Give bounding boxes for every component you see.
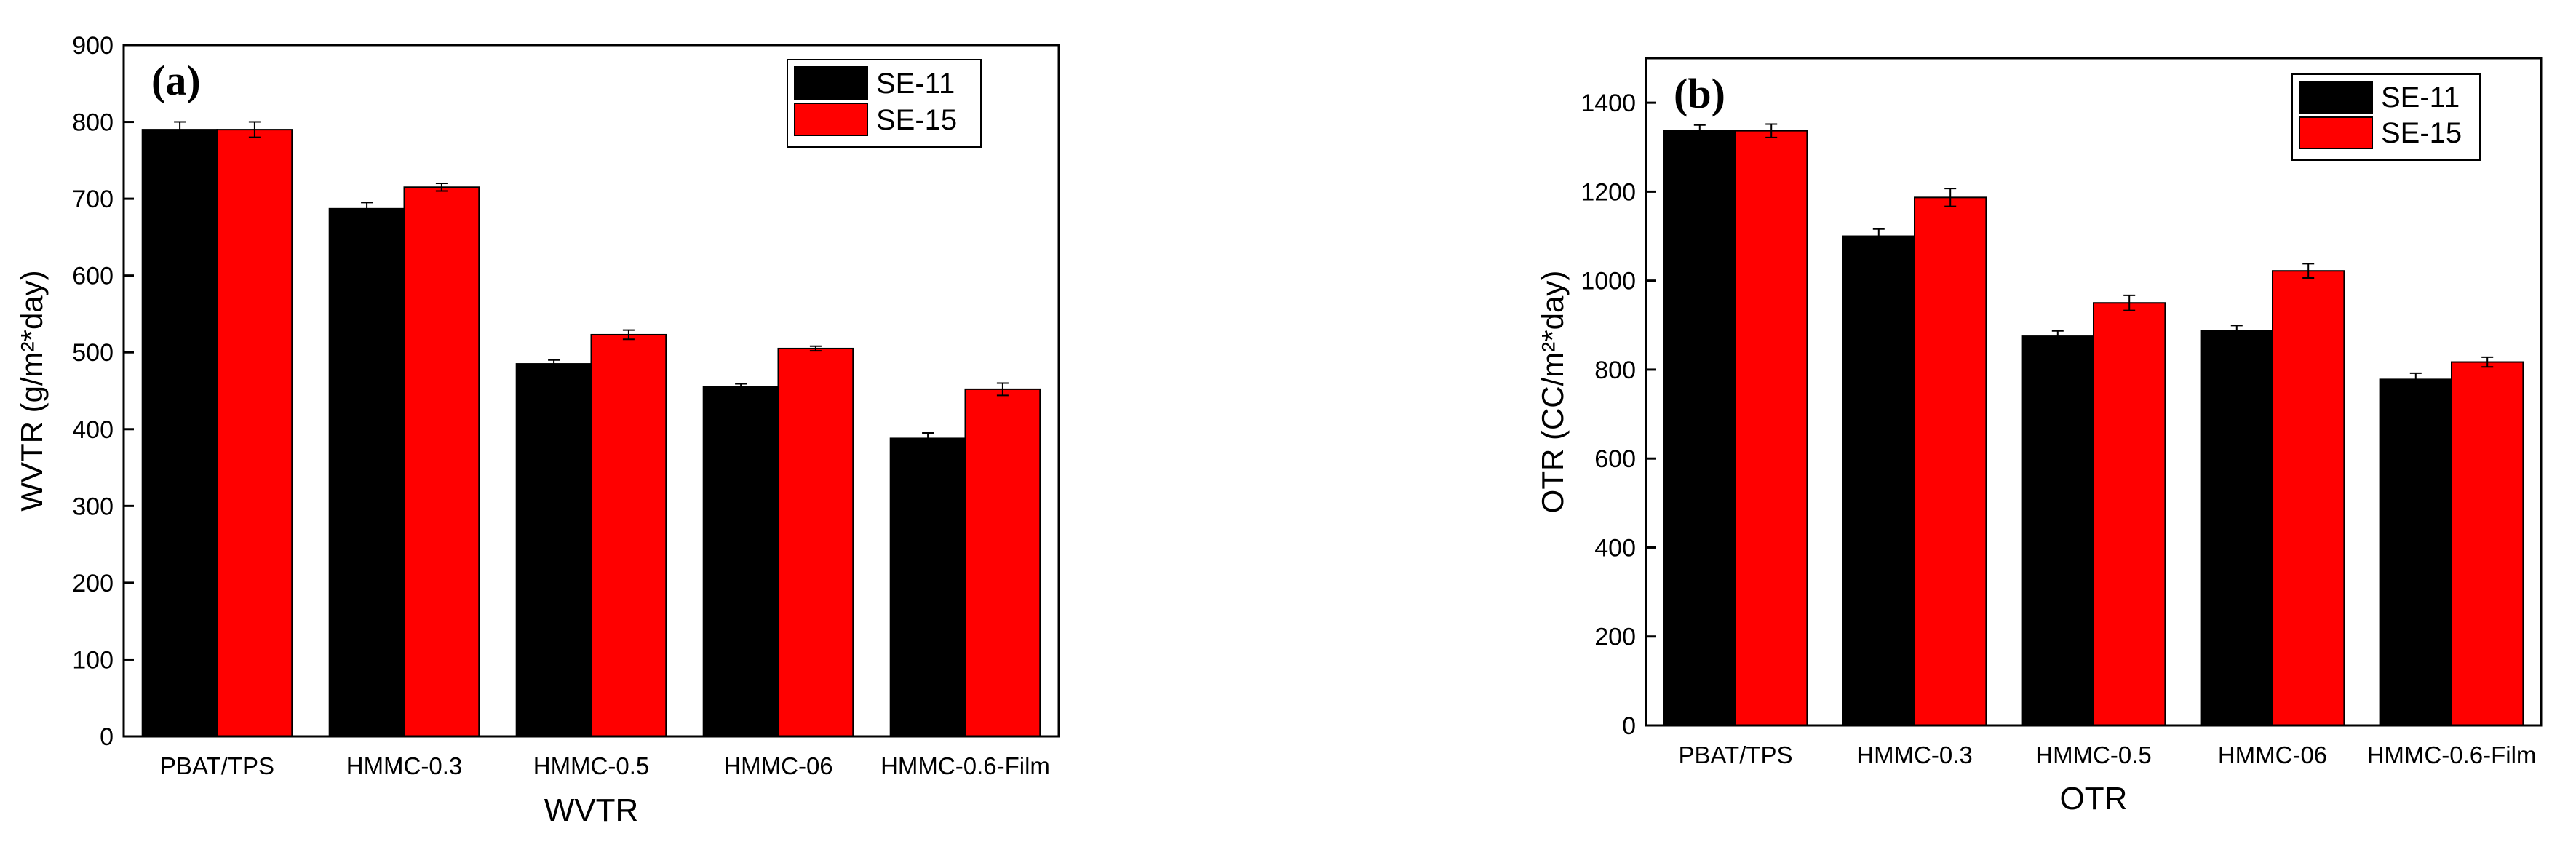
bar-se-11-4: [889, 437, 966, 737]
y-axis-label: OTR (CC/m²*day): [1535, 271, 1570, 514]
legend-label-se-11: SE-11: [2381, 81, 2460, 114]
y-tick-label: 600: [72, 263, 114, 290]
bar-se-15-4: [964, 388, 1041, 738]
bar-se-11-4: [2379, 378, 2453, 727]
y-tick-label: 800: [1594, 357, 1636, 384]
bar-se-15-0: [1735, 130, 1808, 726]
bar-se-15-2: [2093, 302, 2166, 726]
y-tick-label: 300: [72, 493, 114, 520]
legend-swatch-se-11: [2299, 81, 2373, 114]
y-tick-label: 1000: [1581, 268, 1636, 295]
x-tick-label: HMMC-06: [723, 752, 832, 779]
plot-frame: [1645, 57, 2543, 727]
y-tick-label: 0: [1622, 712, 1636, 740]
x-tick-label: PBAT/TPS: [160, 752, 274, 779]
y-tick-label: 400: [1594, 534, 1636, 562]
x-tick-label: HMMC-0.5: [533, 752, 650, 779]
x-tick-label: HMMC-0.5: [2035, 741, 2152, 768]
y-axis-label: WVTR (g/m²*day): [15, 270, 49, 511]
bar-se-11-1: [1842, 235, 1916, 726]
bar-se-15-1: [403, 186, 480, 737]
y-tick-label: 100: [72, 646, 114, 674]
x-tick-label: HMMC-0.3: [346, 752, 463, 779]
x-tick-label: HMMC-0.3: [1856, 741, 1973, 768]
y-tick-label: 900: [72, 32, 114, 60]
bar-se-11-2: [2021, 335, 2095, 727]
y-tick-label: 600: [1594, 445, 1636, 473]
bar-se-11-0: [1663, 130, 1737, 726]
y-tick-label: 200: [1594, 624, 1636, 651]
bar-se-15-2: [590, 333, 667, 737]
legend-swatch-se-11: [794, 66, 868, 100]
x-tick-label: HMMC-0.6-Film: [880, 752, 1050, 779]
x-axis-label: WVTR: [544, 792, 639, 828]
y-tick-label: 800: [72, 109, 114, 137]
x-tick-label: HMMC-0.6-Film: [2367, 741, 2537, 768]
x-tick-label: HMMC-06: [2218, 741, 2327, 768]
bar-se-11-3: [2200, 330, 2274, 727]
bar-se-11-2: [515, 363, 592, 737]
bar-se-11-3: [702, 386, 779, 737]
legend-label-se-15: SE-15: [876, 104, 957, 136]
panel-label: (b): [1674, 70, 1725, 117]
legend-swatch-se-15: [2299, 116, 2373, 149]
y-tick-label: 1200: [1581, 178, 1636, 206]
y-tick-label: 400: [72, 416, 114, 444]
legend-label-se-15: SE-15: [2381, 117, 2462, 149]
bar-se-15-4: [2451, 361, 2524, 726]
bar-se-15-3: [777, 347, 854, 737]
y-tick-label: 500: [72, 339, 114, 367]
plot-frame: [122, 44, 1060, 738]
x-tick-label: PBAT/TPS: [1678, 741, 1792, 768]
legend-label-se-11: SE-11: [876, 68, 955, 100]
bar-se-15-1: [1914, 196, 1987, 726]
legend-swatch-se-15: [794, 103, 868, 136]
chart-panel-1: PBAT/TPS HMMC-0.3 HMMC-0.5 HMMC-06 HMMC-0.6-…: [15, 32, 1060, 828]
y-tick-label: 0: [100, 723, 114, 751]
y-tick-label: 200: [72, 570, 114, 597]
bar-se-15-0: [216, 129, 293, 738]
bar-se-11-1: [328, 207, 405, 738]
y-tick-label: 700: [72, 186, 114, 213]
panel-label: (a): [151, 57, 201, 104]
bar-se-15-3: [2272, 270, 2345, 726]
y-tick-label: 1400: [1581, 90, 1636, 117]
bar-se-11-0: [141, 129, 218, 738]
chart-panel-2: PBAT/TPS HMMC-0.3 HMMC-0.5 HMMC-06 HMMC-0.6-…: [1535, 57, 2543, 816]
x-axis-label: OTR: [2060, 781, 2128, 816]
